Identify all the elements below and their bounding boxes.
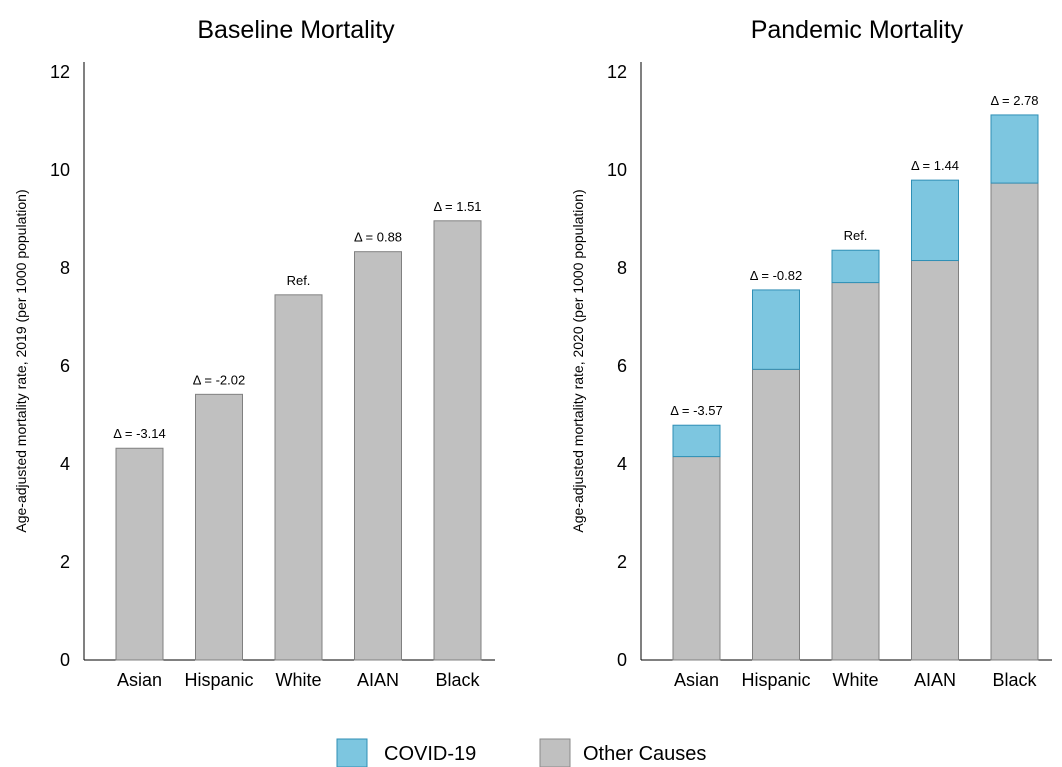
- y-tick-label: 4: [617, 454, 627, 474]
- delta-annotation: Δ = 2.78: [990, 93, 1038, 108]
- delta-annotation: Δ = 1.51: [433, 199, 481, 214]
- y-tick-label: 4: [60, 454, 70, 474]
- y-axis-label: Age-adjusted mortality rate, 2020 (per 1…: [570, 189, 586, 532]
- y-tick-label: 8: [617, 258, 627, 278]
- pandemic-mortality-panel: Pandemic Mortality Age-adjusted mortality…: [570, 16, 1052, 690]
- delta-annotation: Δ = 1.44: [911, 158, 959, 173]
- legend-label: Other Causes: [583, 743, 706, 765]
- delta-annotation: Δ = 0.88: [354, 230, 402, 245]
- x-tick-label: Hispanic: [741, 670, 810, 690]
- legend-swatch-covid: [336, 738, 368, 767]
- x-tick-label: Hispanic: [184, 670, 253, 690]
- y-tick-label: 2: [60, 552, 70, 572]
- x-tick-label: White: [832, 670, 878, 690]
- x-tick-label: AIAN: [357, 670, 399, 690]
- baseline-mortality-panel: Baseline Mortality Age-adjusted mortality…: [13, 16, 495, 690]
- other-causes-bar-black: [433, 220, 482, 661]
- y-axis-label: Age-adjusted mortality rate, 2019 (per 1…: [13, 189, 29, 532]
- delta-annotation: Δ = -3.57: [670, 403, 722, 418]
- delta-annotation: Δ = -2.02: [193, 372, 245, 387]
- covid-bar-hispanic: [752, 289, 800, 370]
- y-tick-label: 12: [607, 62, 627, 82]
- x-tick-label: AIAN: [914, 670, 956, 690]
- covid-bar-asian: [672, 424, 721, 458]
- legend-swatch-other-causes: [539, 738, 571, 767]
- y-tick-label: 6: [617, 356, 627, 376]
- y-tick-label: 12: [50, 62, 70, 82]
- panel-title: Pandemic Mortality: [751, 16, 964, 44]
- y-tick-label: 10: [607, 160, 627, 180]
- x-tick-label: Black: [992, 670, 1037, 690]
- other-causes-bar-black: [990, 182, 1039, 661]
- other-causes-bar-hispanic: [195, 393, 243, 661]
- other-causes-bar-aian: [911, 260, 959, 661]
- covid-bar-white: [831, 249, 880, 284]
- y-tick-label: 6: [60, 356, 70, 376]
- y-tick-label: 0: [617, 650, 627, 670]
- other-causes-bar-white: [831, 282, 880, 661]
- other-causes-bar-white: [274, 294, 323, 661]
- y-tick-label: 2: [617, 552, 627, 572]
- panel-title: Baseline Mortality: [197, 16, 395, 44]
- x-tick-label: Asian: [674, 670, 719, 690]
- delta-annotation: Δ = -3.14: [113, 426, 165, 441]
- covid-bar-aian: [911, 179, 959, 262]
- y-tick-label: 10: [50, 160, 70, 180]
- other-causes-bar-aian: [354, 251, 402, 661]
- delta-annotation: Δ = -0.82: [750, 268, 802, 283]
- y-tick-label: 0: [60, 650, 70, 670]
- other-causes-bar-asian: [672, 456, 721, 661]
- chart-legend: COVID-19 Other Causes: [336, 738, 706, 767]
- x-tick-label: White: [275, 670, 321, 690]
- covid-bar-black: [990, 114, 1039, 184]
- delta-annotation: Ref.: [287, 273, 311, 288]
- x-tick-label: Asian: [117, 670, 162, 690]
- other-causes-bar-hispanic: [752, 368, 800, 661]
- delta-annotation: Ref.: [844, 228, 868, 243]
- other-causes-bar-asian: [115, 447, 164, 661]
- y-tick-label: 8: [60, 258, 70, 278]
- x-tick-label: Black: [435, 670, 480, 690]
- legend-label: COVID-19: [384, 743, 476, 765]
